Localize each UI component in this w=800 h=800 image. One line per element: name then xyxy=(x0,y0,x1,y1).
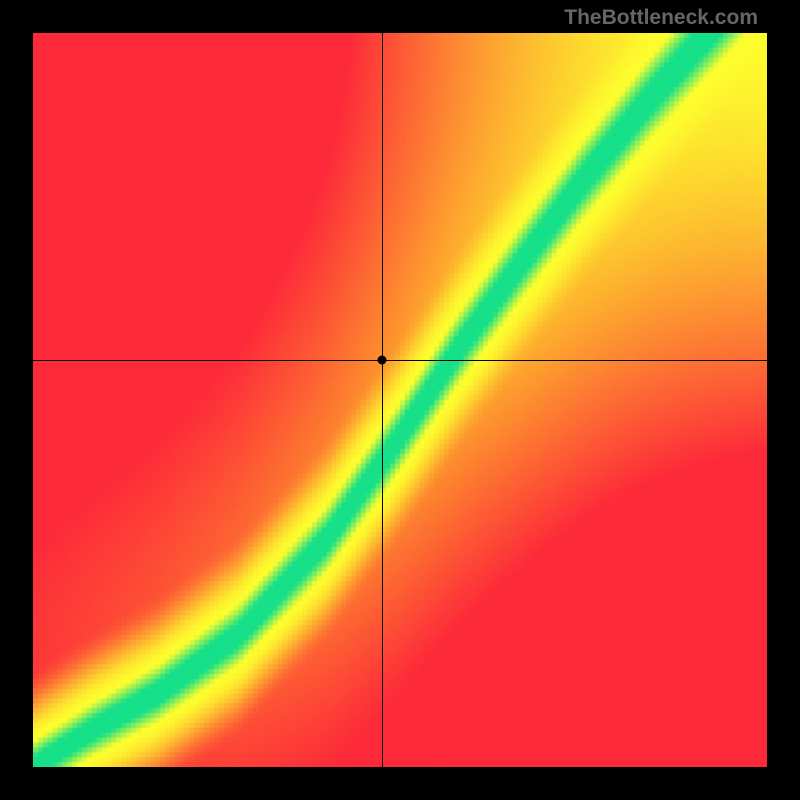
watermark-text: TheBottleneck.com xyxy=(564,6,758,30)
crosshair-vertical xyxy=(382,33,383,767)
crosshair-horizontal xyxy=(33,360,767,361)
plot-area xyxy=(33,33,767,767)
chart-container: TheBottleneck.com xyxy=(0,0,800,800)
crosshair-marker xyxy=(377,355,386,364)
heatmap-canvas xyxy=(33,33,767,767)
